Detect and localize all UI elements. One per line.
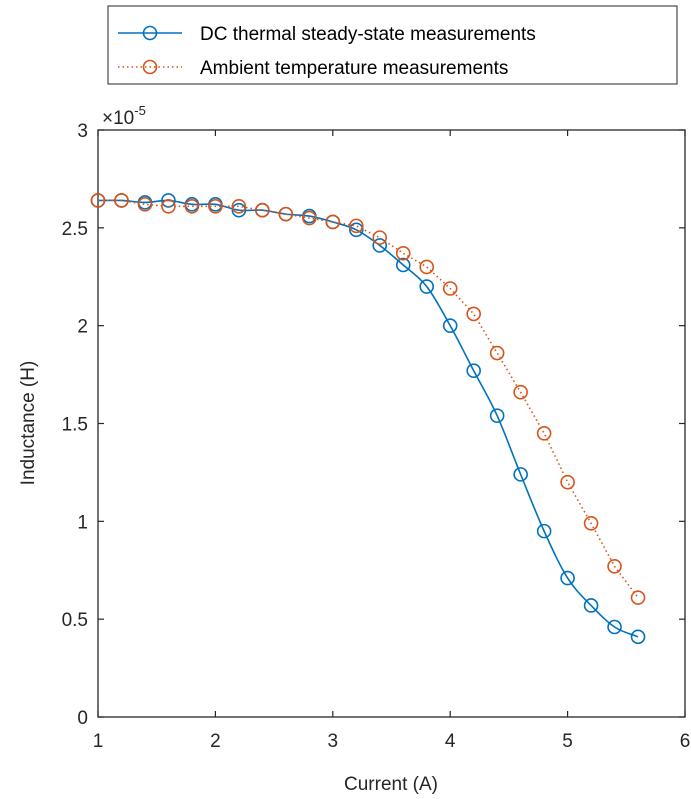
data-point-series-2 xyxy=(630,590,646,605)
data-point-series-1 xyxy=(489,408,505,423)
y-tick-label: 2.5 xyxy=(62,219,88,240)
legend-label-series-1: DC thermal steady-state measurements xyxy=(200,24,536,45)
series-layer xyxy=(90,193,646,645)
data-point-series-2 xyxy=(442,281,458,296)
data-point-series-1 xyxy=(161,193,176,208)
series-line-1 xyxy=(97,199,639,638)
legend-marker-series-1 xyxy=(142,25,158,41)
y-exponent-power: -5 xyxy=(134,103,146,118)
data-point-series-1 xyxy=(348,222,364,238)
data-point-series-1 xyxy=(560,570,575,586)
legend-label-series-2: Ambient temperature measurements xyxy=(200,58,508,79)
data-point-series-2 xyxy=(302,210,317,226)
data-point-series-2 xyxy=(325,214,341,230)
data-point-series-2 xyxy=(255,202,270,218)
legend-marker-series-2 xyxy=(142,59,158,75)
y-tick-label: 1.5 xyxy=(62,415,88,436)
data-point-series-2 xyxy=(372,230,388,245)
data-point-series-2 xyxy=(583,515,599,531)
data-point-series-2 xyxy=(208,199,223,214)
y-tick-label: 3 xyxy=(77,121,88,142)
y-exponent-label: ×10-5 xyxy=(102,103,146,129)
data-point-series-2 xyxy=(536,425,552,441)
legend-box xyxy=(107,5,678,85)
y-tick-label: 2 xyxy=(77,317,88,338)
x-axis-label: Current (A) xyxy=(344,774,438,795)
x-tick-label: 3 xyxy=(328,731,339,752)
data-point-series-1 xyxy=(419,279,435,294)
data-point-series-1 xyxy=(583,598,599,613)
y-tick-label: 0.5 xyxy=(62,610,88,631)
data-point-series-1 xyxy=(466,363,481,378)
data-point-series-1 xyxy=(442,318,458,333)
x-tick-label: 1 xyxy=(93,731,104,752)
data-point-series-2 xyxy=(184,199,200,214)
y-exponent-base: ×10 xyxy=(102,108,134,129)
data-point-series-2 xyxy=(161,199,176,214)
data-point-series-2 xyxy=(513,384,528,400)
data-point-series-2 xyxy=(231,199,247,214)
data-point-series-1 xyxy=(607,619,622,635)
ticks-layer: 1 2 3 4 5 6 0 0.5 1 1.5 2 2.5 3 xyxy=(62,121,691,752)
plot-area xyxy=(97,129,686,718)
data-point-series-2 xyxy=(395,245,411,261)
data-point-series-2 xyxy=(90,193,106,208)
data-point-series-2 xyxy=(419,259,435,275)
x-tick-label: 2 xyxy=(210,731,221,752)
data-point-series-2 xyxy=(607,559,622,574)
x-tick-label: 4 xyxy=(445,731,456,752)
data-point-series-2 xyxy=(278,206,294,222)
data-point-series-2 xyxy=(560,474,575,490)
data-point-series-1 xyxy=(630,629,646,645)
data-point-series-2 xyxy=(137,197,153,212)
y-axis-label: Inductance (H) xyxy=(18,361,39,486)
data-point-series-1 xyxy=(372,238,388,253)
data-point-series-1 xyxy=(231,202,247,218)
data-point-series-1 xyxy=(536,523,552,539)
data-point-series-2 xyxy=(114,193,129,208)
legend: DC thermal steady-state measurements Amb… xyxy=(107,5,678,85)
x-tick-label: 6 xyxy=(680,731,691,752)
data-point-series-1 xyxy=(395,257,411,273)
data-point-series-1 xyxy=(513,467,528,482)
data-point-series-2 xyxy=(489,345,505,361)
x-tick-label: 5 xyxy=(562,731,573,752)
data-point-series-2 xyxy=(466,306,481,322)
data-point-series-2 xyxy=(348,218,364,234)
series-line-2 xyxy=(98,199,639,599)
y-tick-label: 1 xyxy=(77,512,88,533)
y-tick-label: 0 xyxy=(77,708,88,729)
